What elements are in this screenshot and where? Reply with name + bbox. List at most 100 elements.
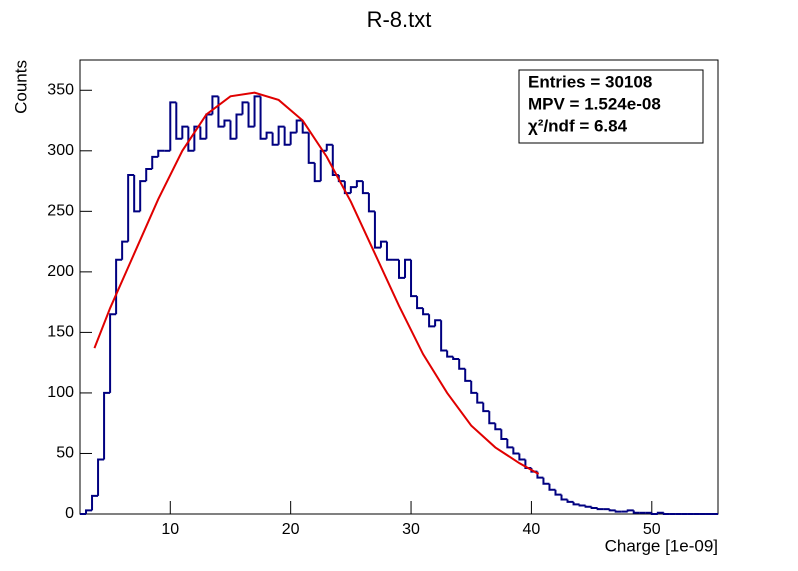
- histogram-bin: [542, 477, 550, 485]
- y-tick-label: 300: [47, 142, 74, 159]
- histogram-bin: [91, 494, 99, 511]
- histogram-bin: [470, 380, 478, 394]
- y-tick-label: 200: [47, 263, 74, 280]
- histogram-bin: [572, 501, 580, 506]
- histogram-bin: [271, 132, 279, 146]
- histogram-bin: [434, 319, 442, 327]
- histogram-bin: [446, 350, 454, 358]
- histogram-bin: [512, 447, 520, 455]
- histogram-bin: [500, 429, 508, 440]
- histogram-bin: [410, 259, 418, 298]
- histogram-bin: [103, 391, 111, 460]
- histogram-bin: [241, 101, 249, 115]
- histogram-bin: [133, 175, 141, 213]
- histogram-bin: [554, 489, 562, 496]
- histogram-bin: [151, 155, 159, 169]
- histogram-bin: [404, 258, 412, 278]
- histogram-bin: [265, 131, 273, 139]
- x-tick-label: 50: [643, 521, 661, 538]
- histogram-bin: [127, 174, 135, 242]
- histogram-bin: [440, 320, 448, 352]
- histogram-bin: [253, 95, 261, 127]
- histogram-bin: [494, 423, 502, 431]
- histogram-bin: [632, 510, 640, 514]
- histogram-bin: [259, 96, 267, 140]
- histogram-bin: [578, 504, 586, 507]
- histogram-bin: [422, 308, 430, 316]
- histogram-bin: [175, 102, 183, 140]
- histogram-bin: [319, 149, 327, 182]
- histogram-bin: [458, 359, 466, 370]
- histogram-bin: [361, 181, 369, 195]
- fit-curve: [93, 91, 540, 475]
- histogram-bin: [301, 120, 309, 134]
- histogram-bin: [199, 126, 207, 140]
- histogram-bin: [608, 509, 616, 512]
- x-tick-label: 10: [161, 521, 179, 538]
- stats-entry: MPV = 1.524e-08: [528, 94, 661, 113]
- histogram-bin: [416, 296, 424, 310]
- histogram-bin: [452, 356, 460, 361]
- x-tick-label: 20: [282, 521, 300, 538]
- histogram-bin: [121, 240, 129, 260]
- histogram-bin: [398, 259, 406, 279]
- histogram-bin: [662, 512, 670, 515]
- histogram-bin: [283, 126, 291, 146]
- histogram-bin: [355, 180, 363, 188]
- stats-entry: Entries = 30108: [528, 72, 652, 91]
- histogram-bin: [566, 499, 574, 503]
- histogram-bin: [560, 494, 568, 501]
- histogram-bin: [187, 126, 195, 152]
- histogram-bin: [145, 167, 153, 182]
- histogram-bin: [313, 162, 321, 183]
- histogram-bin: [295, 119, 303, 133]
- histogram-bin: [614, 510, 622, 513]
- histogram-bin: [109, 313, 117, 393]
- histogram-bin: [367, 193, 375, 213]
- histogram-bin: [506, 438, 514, 449]
- chart-title: R-8.txt: [367, 7, 432, 32]
- x-tick-label: 40: [523, 521, 541, 538]
- plot-frame: [79, 59, 719, 515]
- y-tick-label: 100: [47, 384, 74, 401]
- histogram-bin: [157, 149, 165, 157]
- histogram-bin: [181, 125, 189, 139]
- histogram-bin: [596, 507, 604, 511]
- histogram-bin: [373, 211, 381, 249]
- y-axis-label: Counts: [11, 60, 30, 114]
- histogram-bin: [656, 511, 664, 514]
- histogram-bin: [97, 458, 105, 496]
- histogram-bin: [169, 101, 177, 151]
- histogram-bin: [139, 180, 147, 212]
- histogram-bin: [85, 509, 93, 514]
- histogram-bin: [464, 368, 472, 382]
- histogram-bin: [482, 402, 490, 413]
- histogram-bin: [488, 411, 496, 425]
- histogram-bin: [223, 119, 231, 127]
- histogram-bin: [325, 143, 333, 151]
- y-tick-label: 150: [47, 324, 74, 341]
- histogram-bin: [379, 240, 387, 248]
- histogram-bin: [247, 102, 255, 128]
- y-tick-label: 250: [47, 203, 74, 220]
- histogram-bin: [626, 509, 634, 512]
- histogram-bin: [229, 120, 237, 140]
- y-tick-label: 350: [47, 81, 74, 98]
- histogram-bin: [289, 131, 297, 145]
- histogram-bin: [211, 95, 219, 115]
- histogram-bin: [385, 241, 393, 261]
- stats-entry: χ²/ndf = 6.84: [528, 116, 628, 135]
- y-tick-label: 0: [65, 505, 74, 522]
- y-tick-label: 50: [56, 445, 74, 462]
- histogram-bin: [343, 181, 351, 195]
- histogram-bin: [590, 506, 598, 509]
- histogram-bin: [548, 483, 556, 491]
- histogram-bin: [428, 314, 436, 328]
- histogram-bin: [518, 453, 526, 461]
- x-tick-label: 30: [402, 521, 420, 538]
- histogram-bin: [584, 505, 592, 508]
- histogram-bin: [476, 392, 484, 404]
- stats-box: [518, 69, 704, 144]
- histogram-bin: [349, 186, 357, 194]
